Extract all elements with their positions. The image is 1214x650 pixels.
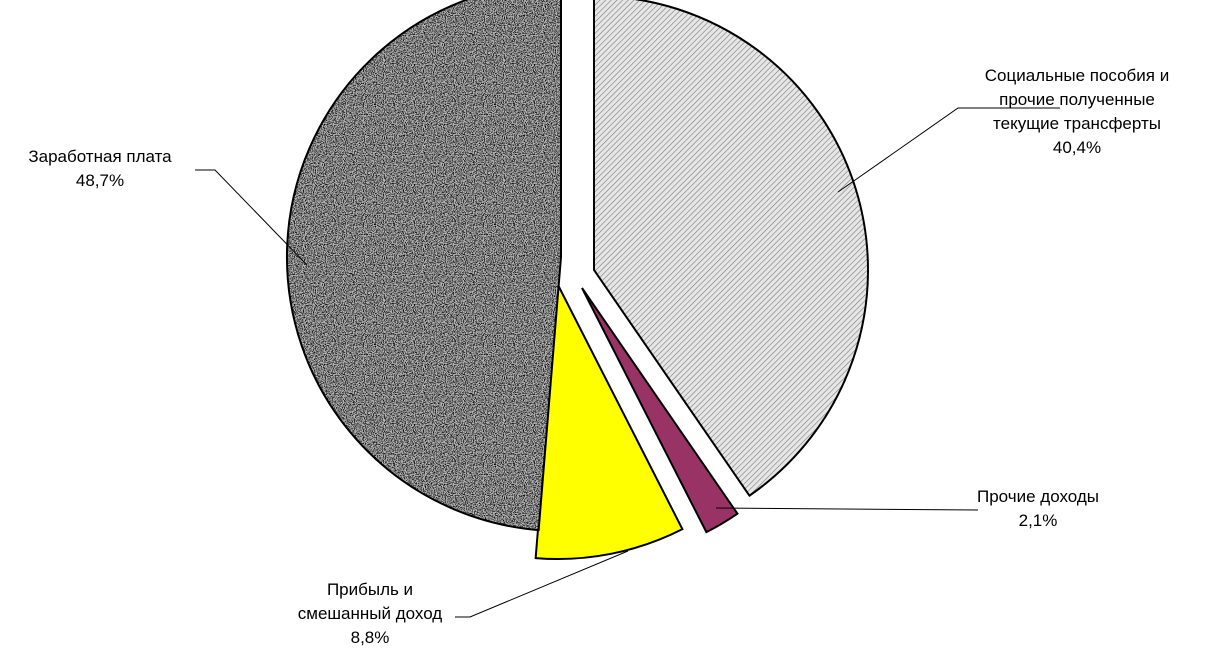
leader-line-1 [837,107,1060,193]
slice-name-line: смешанный доход [298,604,443,623]
slice-name-line: Заработная плата [28,147,172,166]
pie-slice-2 [581,287,739,534]
slice-label-2: Прочие доходы 2,1% [977,487,1099,530]
slice-name-line: Социальные пособия и [985,66,1169,85]
slice-value-label: 48,7% [76,171,124,190]
pie-slice-1 [593,0,869,498]
slice-value-label: 8,8% [351,628,390,647]
pie-slice-4 [285,0,562,532]
slice-value-label: 2,1% [1019,511,1058,530]
slice-label-1: Социальные пособия и прочие полученные тек… [985,66,1169,157]
slice-name-line: Прочие доходы [977,487,1099,506]
slice-name-line: текущие трансферты [993,114,1161,133]
leader-line-3 [455,550,629,618]
slice-name-line: прочие полученные [999,90,1155,109]
leader-line-2 [715,507,979,511]
slice-label-3: Прибыль и смешанный доход 8,8% [298,580,443,647]
pie-slice-3 [534,281,684,560]
leader-line-4 [195,169,308,266]
slice-value-label: 40,4% [1053,138,1101,157]
slice-name-line: Прибыль и [327,580,413,599]
slice-label-4: Заработная плата 48,7% [28,147,172,190]
